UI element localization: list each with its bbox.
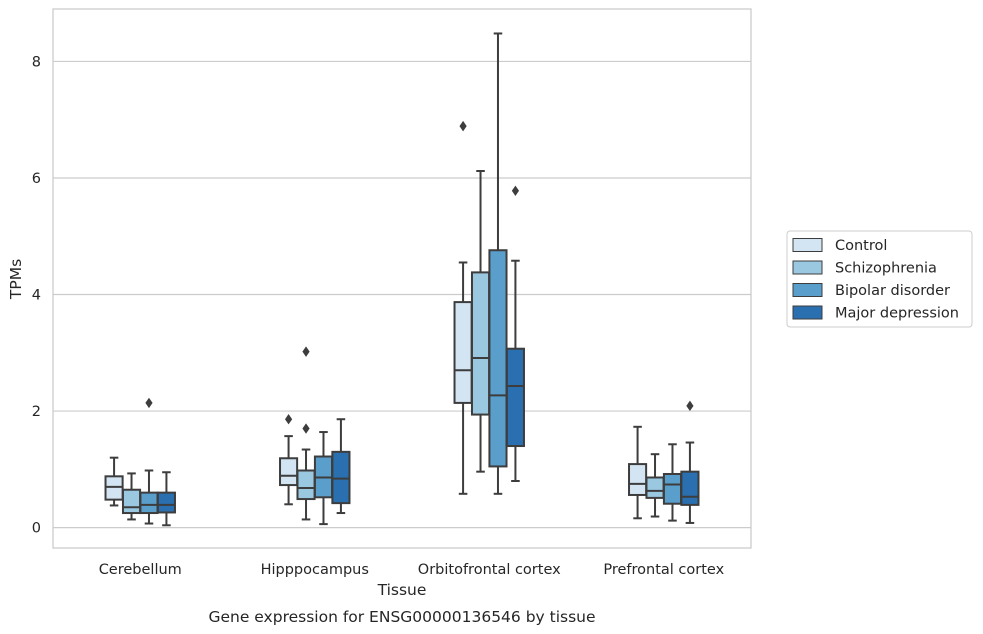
outlier-point [284, 414, 293, 425]
x-tick-label: Orbitofrontal cortex [418, 562, 561, 578]
iqr-box [470, 271, 491, 416]
box-plot [628, 425, 648, 520]
legend-swatch [792, 238, 823, 252]
box-plot [645, 453, 665, 518]
chart-caption: Gene expression for ENSG00000136546 by t… [208, 608, 595, 626]
iqr-box [662, 472, 683, 505]
y-tick-labels: 0 2 4 6 8 [32, 54, 41, 536]
legend-swatch [792, 283, 823, 297]
box-plot [680, 400, 700, 524]
legend-label: Control [835, 238, 887, 254]
box-plot [104, 456, 124, 507]
box-layer [104, 32, 700, 527]
iqr-box [279, 457, 299, 487]
legend-label: Bipolar disorder [835, 283, 950, 299]
outlier-point [686, 400, 694, 412]
iqr-box [296, 469, 316, 501]
iqr-box [104, 475, 124, 501]
legend-label: Major depression [835, 306, 959, 322]
y-axis-title: TPMs [7, 259, 25, 300]
box-plot [156, 471, 176, 527]
legend-label: Schizophrenia [835, 261, 937, 277]
box-plot [453, 120, 473, 495]
outlier-point [302, 346, 310, 357]
box-plot [313, 431, 334, 526]
outlier-point [302, 423, 310, 434]
legend-swatch [792, 305, 823, 320]
x-axis-title: Tissue [377, 581, 427, 599]
outlier-point [511, 185, 520, 197]
x-tick-label: Hipppocampus [261, 562, 369, 578]
iqr-box [121, 488, 142, 515]
box-plot [279, 414, 299, 506]
box-plot [662, 443, 683, 522]
box-plot [139, 397, 159, 525]
iqr-box [331, 450, 351, 505]
box-plot [296, 346, 316, 521]
outlier-point [145, 397, 153, 409]
iqr-box [680, 470, 700, 506]
x-tick-label: Cerebellum [99, 562, 182, 578]
iqr-box [139, 491, 159, 515]
y-tick-label: 8 [32, 54, 41, 70]
legend-frame [786, 230, 973, 328]
legend-swatch [792, 260, 823, 275]
plot-area-frame [52, 8, 752, 549]
iqr-box [628, 463, 648, 496]
iqr-box [488, 249, 508, 468]
legend: Control Schizophrenia Bipolar disorder Majo… [786, 230, 973, 328]
x-tick-labels: Cerebellum Hipppocampus Orbitofrontal cort… [99, 562, 725, 578]
iqr-box [156, 491, 176, 514]
y-tick-label: 2 [32, 404, 41, 420]
gridlines [53, 60, 751, 529]
box-plot [121, 472, 142, 521]
iqr-box [645, 476, 665, 499]
iqr-box [453, 301, 473, 404]
box-plot [470, 169, 491, 473]
outlier-point [459, 120, 467, 132]
x-tick-label: Prefrontal cortex [603, 562, 724, 578]
box-plot [331, 418, 351, 515]
y-tick-label: 4 [32, 288, 41, 304]
box-plot [488, 32, 508, 495]
iqr-box [505, 347, 525, 448]
y-tick-label: 6 [32, 171, 41, 187]
box-plot [505, 185, 525, 482]
y-tick-label: 0 [32, 521, 41, 537]
